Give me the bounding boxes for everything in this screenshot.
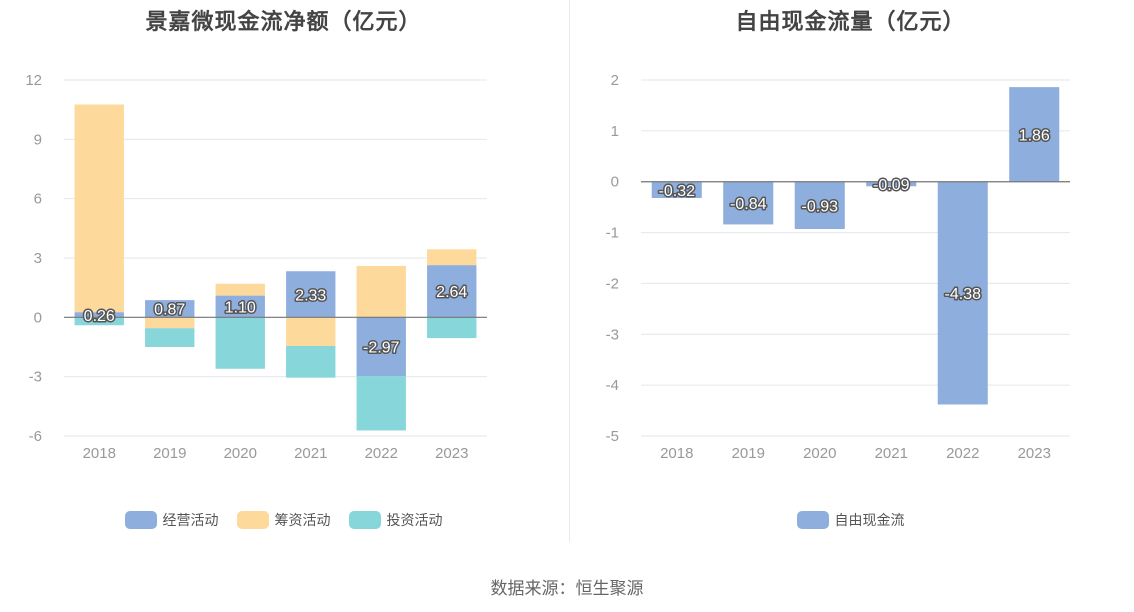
data-label: 0.87	[154, 302, 185, 319]
bar	[723, 181, 774, 225]
y-tick-label: 9	[34, 131, 42, 148]
data-source-note: 数据来源：恒生聚源	[490, 579, 644, 598]
data-label: 0.26	[84, 308, 115, 325]
net-cashflow-chart-panel: 景嘉微现金流净额（亿元） 12 9 6 3 0 -3 -6 2018 2019 2020 2021 2…	[0, 0, 567, 560]
bar	[427, 317, 477, 339]
bar	[937, 181, 988, 405]
chart-title: 自由现金流量（亿元）	[735, 9, 966, 34]
legend-swatch	[796, 511, 829, 529]
data-label: -0.84	[730, 196, 767, 213]
x-tick-label: 2022	[946, 445, 979, 462]
legend-swatch	[348, 511, 381, 529]
bar	[74, 312, 124, 318]
y-tick-label: 0	[34, 309, 42, 326]
bar	[286, 317, 336, 347]
y-tick-label: 0	[611, 174, 619, 191]
y-tick-label: 6	[34, 191, 42, 208]
x-tick-label: 2022	[365, 445, 398, 462]
data-label: 2.64	[436, 284, 467, 301]
bar	[794, 181, 845, 230]
x-tick-label: 2021	[294, 445, 327, 462]
bar	[1009, 87, 1060, 182]
bar	[286, 271, 336, 318]
bar	[215, 317, 265, 369]
y-tick-label: -3	[606, 326, 619, 343]
data-label: -0.32	[659, 183, 696, 200]
bar	[145, 328, 195, 347]
legend-swatch	[236, 511, 269, 529]
y-tick-label: -5	[606, 428, 619, 445]
y-tick-label: -2	[606, 275, 619, 292]
legend-item[interactable]: 筹资活动	[236, 510, 331, 530]
bar	[356, 265, 406, 318]
x-tick-label: 2019	[732, 445, 765, 462]
data-label: 1.86	[1019, 127, 1050, 144]
data-label: 1.10	[225, 299, 256, 316]
x-tick-label: 2023	[1018, 445, 1051, 462]
panel-divider	[569, 0, 570, 542]
data-label: -2.97	[363, 340, 400, 357]
bar	[286, 346, 336, 378]
legend-item[interactable]: 自由现金流	[796, 510, 905, 530]
bar	[427, 249, 477, 266]
legend-item[interactable]: 投资活动	[348, 510, 443, 530]
x-tick-label: 2018	[83, 445, 116, 462]
free-cashflow-chart-panel: 自由现金流量（亿元） 2 1 0 -1 -2 -3 -4 -5 2018 2019 2020 2021…	[567, 0, 1134, 560]
x-tick-label: 2021	[875, 445, 908, 462]
data-label: -0.93	[802, 198, 839, 215]
legend-label: 自由现金流	[834, 512, 905, 528]
legend-label: 经营活动	[162, 512, 219, 528]
bar	[74, 104, 124, 313]
y-tick-label: -3	[29, 369, 42, 386]
legend-item[interactable]: 经营活动	[124, 510, 219, 530]
bar	[651, 181, 702, 198]
legend-label: 投资活动	[386, 512, 443, 528]
free-cashflow-chart: 2 1 0 -1 -2 -3 -4 -5 2018 2019 2020 2021 2022 2023 -0.…	[606, 72, 1070, 462]
chart-legend: 自由现金流	[567, 510, 1134, 530]
chart-legend: 经营活动 筹资活动 投资活动	[0, 510, 567, 530]
bar	[145, 317, 195, 329]
data-label: -0.09	[873, 177, 910, 194]
bar	[356, 317, 406, 377]
bar	[215, 295, 265, 318]
data-label: -4.38	[945, 286, 982, 303]
x-tick-label: 2023	[435, 445, 468, 462]
y-tick-label: -1	[606, 225, 619, 242]
net-cashflow-chart: 12 9 6 3 0 -3 -6 2018 2019 2020 2021 2022 2023 0.26 0.…	[25, 72, 487, 462]
x-tick-label: 2018	[660, 445, 693, 462]
bar	[215, 283, 265, 296]
data-label: 2.33	[295, 287, 326, 304]
y-tick-label: 12	[25, 72, 42, 89]
y-tick-label: 3	[34, 250, 42, 267]
legend-label: 筹资活动	[274, 512, 331, 528]
bar	[145, 300, 195, 318]
y-tick-label: -4	[606, 377, 619, 394]
legend-swatch	[124, 511, 157, 529]
bar	[427, 265, 477, 318]
bar	[74, 317, 124, 326]
y-tick-label: 1	[611, 123, 619, 140]
x-tick-label: 2019	[153, 445, 186, 462]
chart-title: 景嘉微现金流净额（亿元）	[145, 9, 422, 34]
x-tick-label: 2020	[803, 445, 836, 462]
x-tick-label: 2020	[224, 445, 257, 462]
y-tick-label: -6	[29, 428, 42, 445]
bar	[356, 376, 406, 431]
y-tick-label: 2	[611, 72, 619, 89]
bar	[866, 181, 917, 187]
